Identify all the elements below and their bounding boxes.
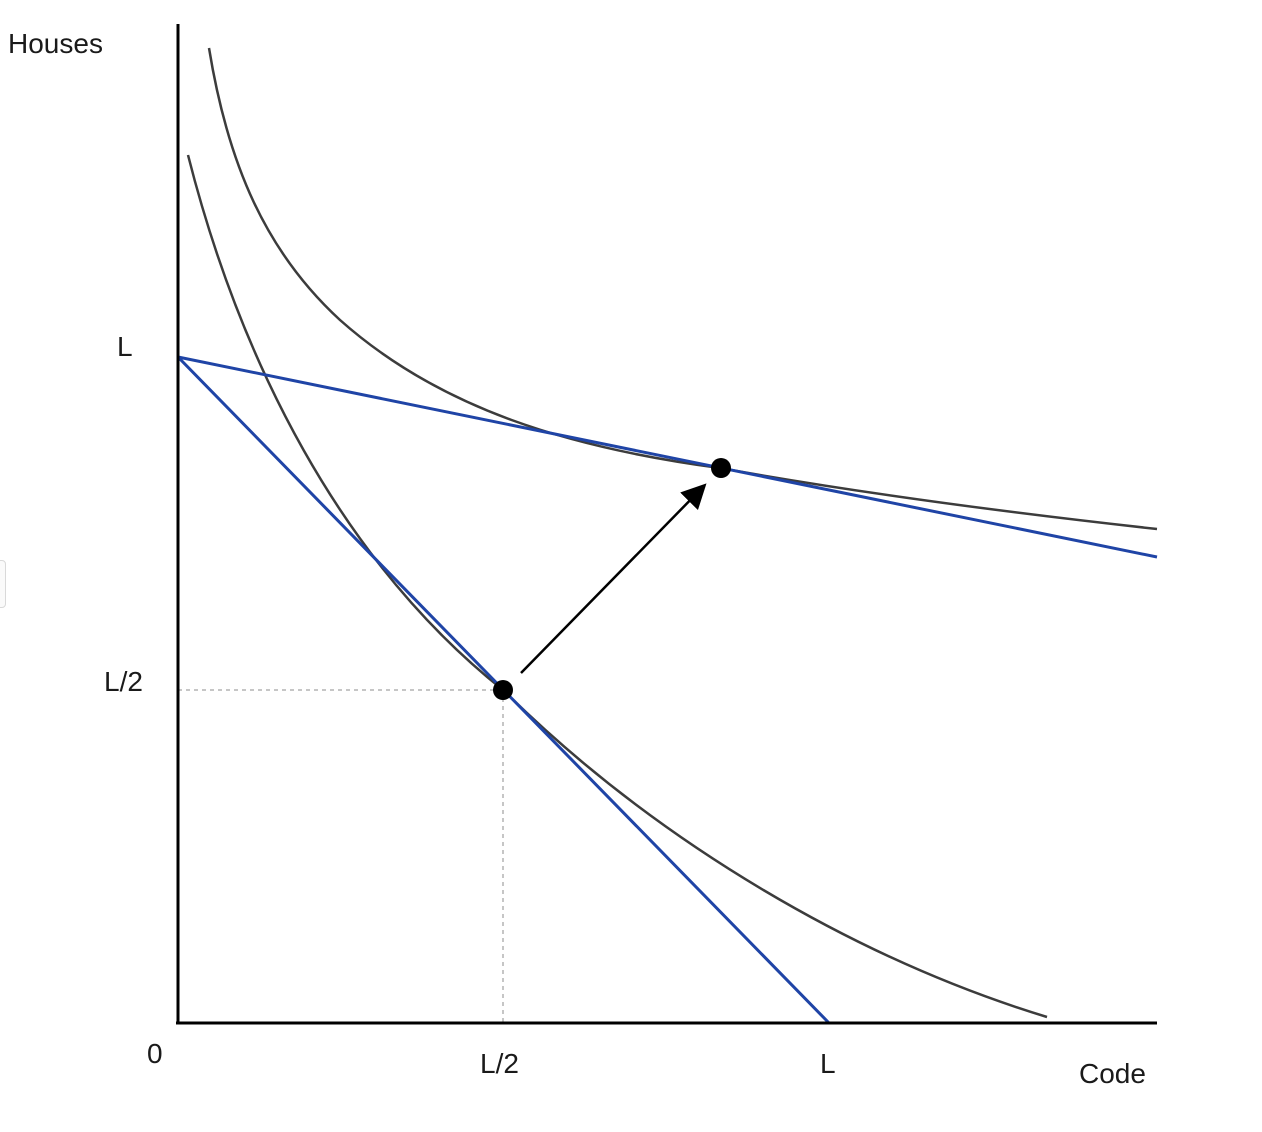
indifference-curve-lower [186,154,1048,1019]
new-equilibrium-point [711,458,731,478]
shift-arrow [520,483,707,674]
origin-label: 0 [147,1038,163,1069]
x-tick-label-l: L [820,1048,836,1079]
y-axis-title: Houses [8,28,103,59]
budget-line-rotated [177,355,1158,559]
indifference-curve-higher [207,47,1158,531]
x-tick-label-l-half: L/2 [480,1048,519,1079]
side-panel-tab[interactable] [0,560,6,608]
x-axis-title: Code [1079,1058,1146,1089]
y-tick-label-l-half: L/2 [104,666,143,697]
initial-equilibrium-point [493,680,513,700]
y-tick-label-l: L [117,331,133,362]
